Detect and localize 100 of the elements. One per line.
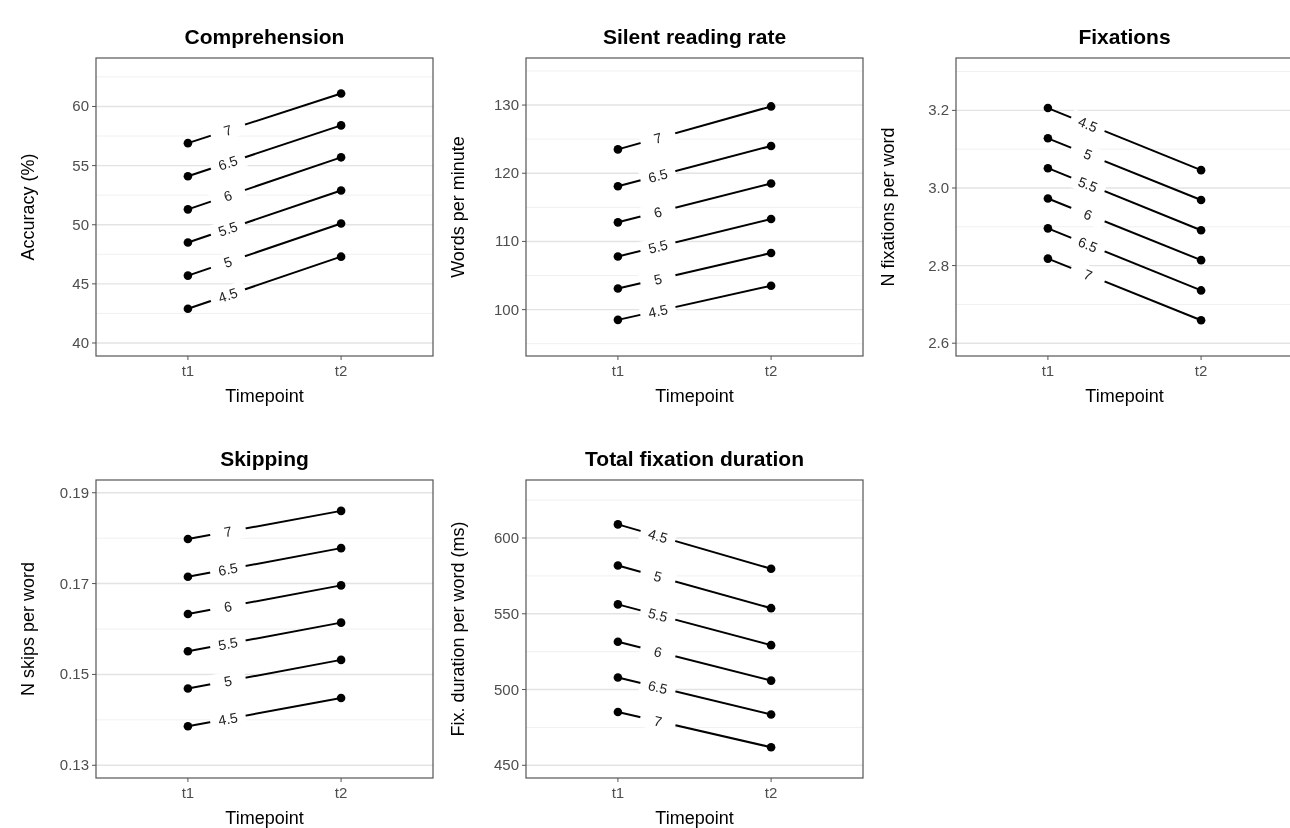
- y-tick-label: 2.6: [928, 334, 949, 352]
- y-tick-label: 60: [72, 97, 89, 115]
- text: 6.5: [216, 152, 240, 174]
- y-tick-label: 3.0: [928, 178, 949, 196]
- y-tick-label: 45: [72, 274, 89, 292]
- y-axis-title: Accuracy (%): [18, 153, 38, 261]
- text: 5.5: [646, 236, 670, 257]
- text: 6.5: [216, 559, 240, 579]
- y-tick-label: 550: [493, 604, 519, 622]
- point: [766, 564, 776, 574]
- y-axis-title: Fix. duration per word (ms): [448, 521, 468, 737]
- point: [613, 145, 623, 154]
- point: [336, 543, 346, 553]
- point: [766, 676, 776, 685]
- x-tick-label: t2: [764, 784, 778, 801]
- point: [766, 141, 776, 151]
- point: [766, 603, 776, 613]
- point: [613, 561, 623, 570]
- x-tick-label: t1: [611, 362, 625, 379]
- y-tick-label: 55: [72, 156, 89, 174]
- point: [1043, 134, 1053, 143]
- point: [766, 742, 776, 752]
- y-axis-title: N fixations per word: [878, 127, 898, 287]
- point: [1196, 286, 1206, 295]
- chart-title: Total fixation duration: [585, 447, 804, 470]
- text: 4.5: [1075, 113, 1101, 136]
- point: [613, 315, 623, 325]
- point: [336, 89, 346, 98]
- text: 5: [652, 567, 665, 586]
- x-tick-label: t1: [181, 362, 195, 379]
- point: [1043, 254, 1053, 263]
- x-axis-title: Timepoint: [225, 808, 304, 828]
- point: [613, 673, 623, 682]
- text: 5.5: [1075, 173, 1101, 196]
- y-tick-label: 40: [72, 333, 89, 351]
- point: [613, 637, 623, 647]
- y-tick-label: 500: [493, 680, 519, 698]
- chart-title: Comprehension: [184, 25, 345, 48]
- point: [336, 655, 346, 665]
- x-tick-label: t2: [764, 362, 778, 379]
- text: 5: [222, 672, 234, 690]
- text: 6: [1081, 205, 1095, 224]
- point: [183, 238, 193, 247]
- point: [336, 693, 346, 703]
- point: [183, 684, 193, 693]
- point: [1196, 316, 1206, 325]
- y-tick-label: 3.2: [928, 101, 949, 119]
- text: 6.5: [646, 677, 670, 698]
- point: [183, 138, 193, 148]
- x-axis-title: Timepoint: [655, 808, 734, 828]
- text: 6: [221, 186, 235, 205]
- y-tick-label: 120: [493, 164, 519, 182]
- point: [1196, 255, 1206, 265]
- point: [336, 506, 346, 516]
- point: [766, 248, 776, 258]
- y-tick-label: 2.8: [928, 256, 949, 274]
- point: [336, 252, 346, 261]
- text: 6: [222, 597, 234, 616]
- point: [613, 600, 623, 609]
- point: [1196, 195, 1206, 205]
- text: 5: [221, 253, 235, 271]
- text: 4.5: [216, 709, 240, 729]
- point: [766, 179, 776, 188]
- point: [336, 219, 346, 228]
- text: 4.5: [216, 284, 240, 306]
- point: [613, 520, 623, 529]
- x-axis-title: Timepoint: [1085, 386, 1164, 406]
- text: 4.5: [646, 525, 670, 547]
- point: [1043, 194, 1053, 203]
- point: [183, 205, 193, 214]
- y-tick-label: 0.19: [59, 483, 89, 501]
- y-tick-label: 0.13: [59, 756, 89, 774]
- point: [1043, 103, 1053, 113]
- x-tick-label: t1: [611, 784, 625, 801]
- text: 5.5: [216, 218, 240, 240]
- text: 7: [652, 712, 664, 730]
- x-tick-label: t2: [1194, 362, 1208, 379]
- point: [183, 534, 193, 544]
- x-axis-title: Timepoint: [655, 386, 734, 406]
- x-tick-label: t1: [1041, 362, 1055, 379]
- point: [766, 640, 776, 650]
- point: [766, 281, 776, 291]
- text: 7: [652, 129, 665, 147]
- text: 5: [1081, 145, 1095, 164]
- point: [183, 304, 193, 313]
- text: 7: [1081, 265, 1095, 284]
- y-tick-label: 110: [495, 232, 519, 250]
- x-axis-title: Timepoint: [225, 386, 304, 406]
- point: [1043, 224, 1053, 233]
- point: [336, 121, 346, 130]
- point: [1043, 163, 1053, 173]
- point: [766, 102, 776, 111]
- text: 6: [652, 643, 664, 661]
- point: [613, 707, 623, 717]
- text: 6: [652, 203, 664, 221]
- chart-title: Fixations: [1078, 25, 1171, 48]
- y-tick-label: 0.15: [59, 665, 89, 683]
- point: [613, 181, 623, 191]
- point: [183, 721, 193, 731]
- chart-title: Silent reading rate: [602, 25, 787, 48]
